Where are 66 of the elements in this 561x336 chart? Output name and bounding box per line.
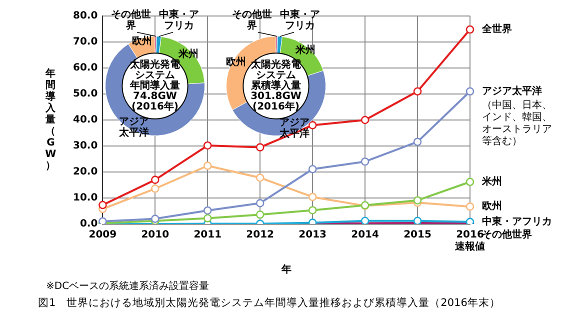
series-label: アジア太平洋 bbox=[482, 84, 542, 97]
x-tick-label: 2014 bbox=[351, 230, 379, 241]
point bbox=[98, 200, 107, 210]
y-tick-label: 50.0 bbox=[72, 88, 98, 100]
slice-label: 欧州 bbox=[226, 56, 246, 68]
slice-label: その他世界 bbox=[232, 8, 272, 32]
y-tick-label: 20.0 bbox=[72, 166, 98, 178]
annotation: （中国、日本、インド、韓国、オーストラリア等含む） bbox=[482, 98, 552, 147]
annotation: 太陽光発電 bbox=[250, 58, 301, 71]
annotation: 301.8GW bbox=[250, 91, 302, 102]
text: ※DCベースの系統連系済み設置容量 bbox=[46, 280, 210, 293]
series-label: 中東・アフリカ bbox=[482, 216, 552, 228]
point bbox=[466, 87, 474, 96]
point bbox=[360, 116, 370, 124]
annotation: (2016年) bbox=[252, 100, 300, 113]
y-tick-label: 60.0 bbox=[72, 62, 98, 74]
point bbox=[466, 25, 474, 34]
y-tick-label: 10.0 bbox=[72, 192, 98, 204]
point bbox=[203, 141, 212, 150]
point bbox=[256, 210, 264, 219]
y-tick-label: 80.0 bbox=[72, 10, 98, 22]
x-tick-label: 2009 bbox=[88, 230, 117, 241]
point bbox=[466, 202, 474, 211]
slice-label: 中東・アフリカ bbox=[280, 8, 320, 32]
point bbox=[256, 143, 264, 152]
text: 年間導入量（GW） bbox=[45, 68, 56, 172]
point bbox=[413, 87, 422, 96]
annotation: 74.8GW bbox=[133, 91, 177, 102]
x-axis-title: 年 bbox=[280, 264, 292, 276]
annotation: 年間導入量 bbox=[129, 80, 180, 92]
x-tick-label: 2011 bbox=[194, 230, 222, 241]
x-tick-label: 2015 bbox=[404, 230, 432, 241]
series-label: 欧州 bbox=[482, 200, 502, 212]
point bbox=[360, 216, 370, 224]
point bbox=[256, 174, 264, 182]
y-tick-label: 30.0 bbox=[72, 140, 98, 152]
x-tick-label: 2016 速報値 bbox=[454, 230, 485, 253]
point bbox=[360, 157, 370, 166]
series-label: その他世界 bbox=[482, 228, 532, 241]
slice-label: 欧州 bbox=[132, 35, 152, 48]
point bbox=[151, 184, 160, 193]
point bbox=[308, 192, 317, 202]
series-label: 全世界 bbox=[481, 23, 512, 36]
x-tick-label: 2010 bbox=[141, 230, 170, 241]
point bbox=[308, 164, 317, 174]
x-tick-label: 2013 bbox=[298, 230, 327, 241]
y-tick-label: 70.0 bbox=[72, 36, 98, 48]
slice-label: 中東・アフリカ bbox=[159, 8, 199, 32]
slice-label: その他世界 bbox=[111, 8, 151, 32]
point bbox=[256, 199, 264, 208]
text: 図1 世界における地域別太陽光発電システム年間導入量推移および累積導入量（2016年末） bbox=[38, 296, 500, 310]
point bbox=[203, 206, 212, 215]
annotation: 累積導入量 bbox=[250, 80, 301, 92]
point bbox=[466, 178, 474, 186]
point bbox=[151, 176, 160, 184]
point bbox=[413, 138, 422, 146]
x-tick-label: 2012 bbox=[246, 230, 274, 241]
point bbox=[413, 196, 422, 204]
annotation: (2016年) bbox=[132, 100, 178, 113]
point bbox=[203, 214, 212, 222]
point bbox=[308, 206, 317, 214]
y-tick-label: 40.0 bbox=[72, 114, 98, 126]
point bbox=[203, 162, 212, 170]
series-label: 米州 bbox=[481, 175, 502, 188]
y-tick-label: 0.0 bbox=[80, 218, 98, 230]
annotation: 太陽光発電 bbox=[129, 58, 180, 71]
